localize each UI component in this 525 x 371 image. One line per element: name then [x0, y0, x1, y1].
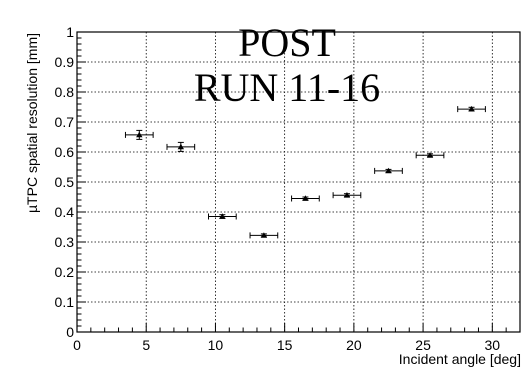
x-tick-label: 10 [208, 337, 224, 353]
triangle-marker [177, 143, 185, 150]
x-tick-label: 5 [142, 337, 150, 353]
chart-title-line-2: RUN 11-16 [194, 65, 380, 110]
y-tick-label: 0.4 [55, 204, 75, 220]
x-tick-label: 30 [485, 337, 501, 353]
data-point-9 [457, 105, 486, 113]
y-tick-label: 0.1 [55, 294, 75, 310]
triangle-marker [468, 105, 475, 112]
triangle-marker [343, 192, 351, 198]
triangle-marker [219, 213, 226, 219]
data-point-5 [291, 195, 320, 202]
x-tick-label: 25 [415, 337, 431, 353]
x-axis-title: Incident angle [deg] [399, 351, 521, 367]
triangle-marker [260, 232, 268, 238]
y-tick-labels: 0 0.1 0.2 0.3 0.4 0.5 0.6 0.7 0.8 0.9 1 [55, 24, 75, 340]
data-point-6 [332, 192, 362, 199]
data-point-7 [374, 167, 403, 174]
data-point-2 [166, 141, 196, 152]
y-tick-label: 0.3 [55, 234, 75, 250]
y-tick-label: 0.7 [55, 114, 75, 130]
y-tick-label: 0.2 [55, 264, 75, 280]
y-tick-label: 0.6 [55, 144, 75, 160]
grid-lines [77, 32, 520, 332]
axis-ticks [76, 31, 521, 333]
data-points [124, 105, 486, 239]
y-tick-label: 0 [66, 324, 74, 340]
chart-title-line-1: POST [238, 20, 336, 65]
y-tick-label: 0.9 [55, 54, 75, 70]
x-tick-labels: 0 5 10 15 20 25 30 [73, 337, 500, 353]
triangle-marker [426, 152, 434, 158]
x-tick-label: 0 [73, 337, 81, 353]
triangle-marker [136, 131, 143, 138]
y-tick-label: 0.5 [55, 174, 75, 190]
data-point-3 [208, 213, 237, 220]
y-tick-label: 0.8 [55, 84, 75, 100]
x-tick-label: 20 [346, 337, 362, 353]
data-point-1 [124, 129, 154, 140]
data-point-4 [249, 232, 279, 239]
triangle-marker [302, 195, 309, 201]
x-tick-label: 15 [277, 337, 293, 353]
triangle-marker [385, 167, 392, 174]
data-point-8 [415, 152, 445, 159]
y-axis-title: µTPC spatial resolution [mm] [24, 33, 40, 213]
y-tick-label: 1 [66, 24, 74, 40]
